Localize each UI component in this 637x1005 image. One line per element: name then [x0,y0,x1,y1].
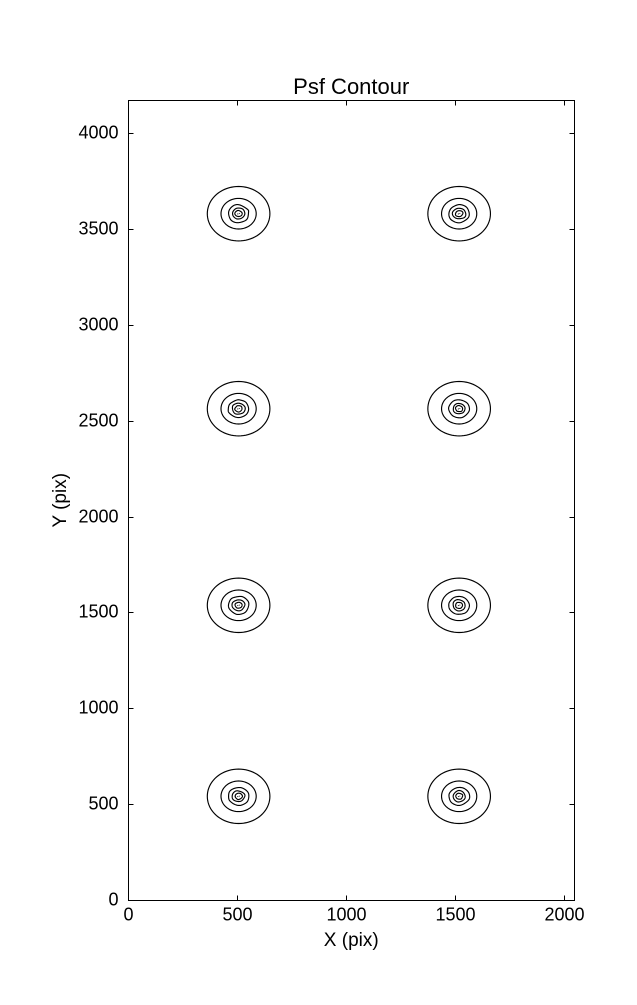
svg-text:2000: 2000 [78,507,118,527]
svg-text:X (pix): X (pix) [324,930,379,951]
svg-text:500: 500 [222,905,252,925]
svg-text:3500: 3500 [78,219,118,239]
svg-text:1500: 1500 [435,905,475,925]
svg-text:0: 0 [123,905,133,925]
svg-text:1000: 1000 [326,905,366,925]
svg-text:2500: 2500 [78,411,118,431]
svg-text:3000: 3000 [78,315,118,335]
svg-text:Psf Contour: Psf Contour [293,74,409,99]
svg-text:0: 0 [108,890,118,910]
svg-text:4000: 4000 [78,123,118,143]
svg-text:500: 500 [88,794,118,814]
svg-text:Y (pix): Y (pix) [50,473,71,528]
svg-text:1000: 1000 [78,698,118,718]
svg-text:1500: 1500 [78,602,118,622]
svg-text:2000: 2000 [544,905,584,925]
